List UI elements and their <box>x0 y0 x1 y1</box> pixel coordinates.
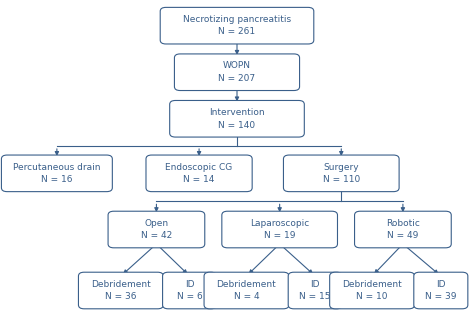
FancyBboxPatch shape <box>163 272 217 309</box>
Text: WOPN
N = 207: WOPN N = 207 <box>219 62 255 83</box>
FancyBboxPatch shape <box>174 54 300 91</box>
Text: Debridement
N = 36: Debridement N = 36 <box>91 280 151 301</box>
Text: ID
N = 15: ID N = 15 <box>300 280 331 301</box>
Text: Debridement
N = 10: Debridement N = 10 <box>342 280 402 301</box>
Text: Debridement
N = 4: Debridement N = 4 <box>217 280 276 301</box>
FancyBboxPatch shape <box>288 272 342 309</box>
Text: ID
N = 6: ID N = 6 <box>177 280 202 301</box>
Text: Intervention
N = 140: Intervention N = 140 <box>209 108 265 129</box>
Text: Endoscopic CG
N = 14: Endoscopic CG N = 14 <box>165 163 233 184</box>
FancyBboxPatch shape <box>1 155 112 192</box>
FancyBboxPatch shape <box>204 272 289 309</box>
FancyBboxPatch shape <box>170 100 304 137</box>
Text: Robotic
N = 49: Robotic N = 49 <box>386 219 420 240</box>
Text: Necrotizing pancreatitis
N = 261: Necrotizing pancreatitis N = 261 <box>183 15 291 36</box>
Text: Surgery
N = 110: Surgery N = 110 <box>323 163 360 184</box>
Text: Percutaneous drain
N = 16: Percutaneous drain N = 16 <box>13 163 100 184</box>
FancyBboxPatch shape <box>160 7 314 44</box>
FancyBboxPatch shape <box>146 155 252 192</box>
Text: ID
N = 39: ID N = 39 <box>425 280 456 301</box>
FancyBboxPatch shape <box>108 211 205 248</box>
FancyBboxPatch shape <box>330 272 414 309</box>
FancyBboxPatch shape <box>355 211 451 248</box>
FancyBboxPatch shape <box>414 272 468 309</box>
Text: Laparoscopic
N = 19: Laparoscopic N = 19 <box>250 219 309 240</box>
FancyBboxPatch shape <box>283 155 399 192</box>
FancyBboxPatch shape <box>78 272 163 309</box>
Text: Open
N = 42: Open N = 42 <box>141 219 172 240</box>
FancyBboxPatch shape <box>222 211 337 248</box>
